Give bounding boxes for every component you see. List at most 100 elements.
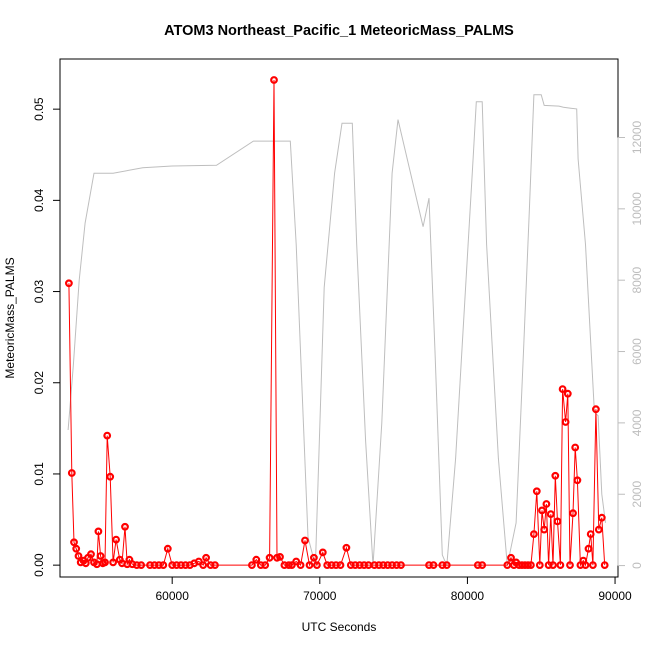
data-point bbox=[296, 561, 305, 569]
data-point bbox=[172, 561, 181, 569]
y-tick-label: 0.03 bbox=[32, 280, 46, 304]
data-point bbox=[551, 471, 560, 480]
data-point bbox=[310, 553, 318, 562]
data-point bbox=[199, 561, 208, 569]
data-point bbox=[553, 517, 562, 526]
data-point bbox=[305, 561, 314, 569]
data-point bbox=[177, 561, 185, 569]
data-point bbox=[270, 76, 278, 84]
data-point bbox=[252, 555, 261, 564]
data-point bbox=[112, 535, 120, 544]
data-point bbox=[261, 561, 270, 569]
data-point bbox=[74, 552, 83, 560]
data-point bbox=[265, 553, 274, 562]
data-point bbox=[181, 561, 190, 569]
y2-axis: 0 2000 4000 6000 8000 10000 12000 bbox=[617, 120, 644, 569]
data-point bbox=[379, 561, 388, 569]
data-point bbox=[342, 543, 351, 552]
data-point bbox=[109, 558, 117, 567]
data-point bbox=[284, 561, 293, 569]
x-axis-label: UTC Seconds bbox=[302, 620, 377, 634]
x-axis: 60000 70000 80000 90000 bbox=[156, 576, 632, 603]
data-point bbox=[87, 550, 95, 559]
x-tick-label: 80000 bbox=[451, 589, 485, 603]
data-point bbox=[569, 509, 577, 518]
data-point bbox=[527, 561, 535, 569]
y-tick-label: 0.05 bbox=[32, 97, 46, 121]
data-point bbox=[301, 536, 309, 545]
data-point bbox=[438, 561, 447, 569]
data-point bbox=[392, 561, 401, 569]
data-point bbox=[313, 561, 321, 569]
data-point bbox=[103, 431, 112, 440]
data-point bbox=[556, 561, 565, 569]
data-point bbox=[429, 561, 438, 569]
data-point bbox=[546, 510, 555, 518]
y-tick-label: 0.00 bbox=[32, 553, 46, 577]
y-axis-label: MeteoricMass_PALMS bbox=[3, 257, 17, 378]
data-point bbox=[121, 522, 129, 531]
data-point bbox=[600, 561, 609, 569]
data-point bbox=[327, 561, 336, 569]
data-point bbox=[542, 500, 551, 508]
data-point bbox=[67, 469, 76, 477]
data-point bbox=[247, 561, 256, 569]
y-tick-label: 0.02 bbox=[32, 371, 46, 395]
data-point bbox=[202, 553, 211, 562]
data-point bbox=[154, 561, 163, 569]
data-point bbox=[592, 405, 600, 414]
data-point bbox=[132, 561, 141, 569]
data-point bbox=[146, 561, 154, 569]
data-point bbox=[571, 443, 580, 452]
data-point bbox=[563, 389, 572, 398]
data-point bbox=[584, 544, 593, 553]
data-point bbox=[355, 561, 364, 569]
data-point bbox=[594, 525, 603, 534]
data-point bbox=[538, 506, 546, 515]
data-point bbox=[442, 561, 451, 569]
y-axis: 0.00 0.01 0.02 0.03 0.04 0.05 bbox=[32, 97, 61, 577]
data-point bbox=[292, 557, 301, 566]
x-tick-label: 90000 bbox=[598, 589, 632, 603]
data-point bbox=[597, 513, 606, 522]
data-point bbox=[478, 561, 487, 569]
data-point bbox=[573, 476, 582, 485]
data-point bbox=[549, 561, 557, 569]
y2-tick-label: 0 bbox=[630, 562, 644, 569]
data-point bbox=[211, 561, 219, 569]
data-point bbox=[94, 527, 103, 536]
data-point bbox=[287, 561, 296, 569]
altitude-line bbox=[67, 94, 606, 566]
chart-title: ATOM3 Northeast_Pacific_1 MeteoricMass_P… bbox=[164, 23, 514, 39]
data-point bbox=[535, 561, 544, 569]
altitude-series bbox=[67, 94, 606, 566]
plot-frame bbox=[59, 58, 619, 578]
data-point bbox=[370, 561, 379, 569]
data-point bbox=[507, 553, 515, 562]
data-point bbox=[524, 561, 532, 569]
data-point bbox=[280, 561, 289, 569]
data-point bbox=[532, 487, 541, 496]
data-point bbox=[351, 561, 360, 569]
x-tick-label: 60000 bbox=[156, 589, 190, 603]
y-tick-label: 0.04 bbox=[32, 188, 46, 212]
data-point bbox=[137, 561, 146, 569]
data-point bbox=[530, 530, 538, 538]
data-point bbox=[96, 552, 105, 560]
data-point bbox=[589, 561, 597, 569]
data-point bbox=[150, 561, 159, 569]
data-point bbox=[586, 530, 595, 538]
data-point bbox=[360, 561, 369, 569]
y2-tick-label: 6000 bbox=[630, 338, 644, 365]
y2-tick-label: 12000 bbox=[630, 120, 644, 154]
y2-tick-label: 2000 bbox=[630, 481, 644, 508]
data-point bbox=[336, 561, 345, 569]
data-point bbox=[70, 538, 78, 547]
data-point bbox=[168, 561, 177, 569]
data-point bbox=[276, 553, 284, 561]
data-point bbox=[346, 561, 355, 569]
data-point bbox=[323, 561, 332, 569]
data-point bbox=[206, 561, 215, 569]
data-point bbox=[540, 525, 549, 534]
